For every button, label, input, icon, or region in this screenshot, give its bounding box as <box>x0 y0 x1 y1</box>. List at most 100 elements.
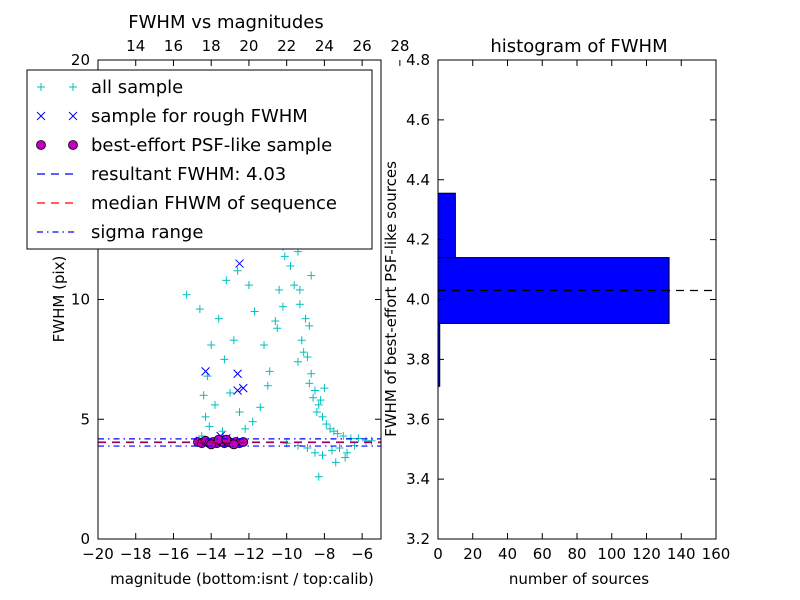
x-tick-label: −8 <box>313 545 335 563</box>
data-point <box>339 432 348 441</box>
data-point <box>220 355 229 364</box>
data-point <box>233 266 242 275</box>
data-point <box>241 424 250 433</box>
legend-marker <box>68 111 78 121</box>
legend-items: all sample sample for rough FWHM best-effo… <box>36 77 337 243</box>
histogram-x-axis-label: number of sources <box>509 570 649 588</box>
data-point <box>206 439 217 450</box>
y-tick-label: 4.8 <box>406 51 430 69</box>
legend-label: median FHWM of sequence <box>91 193 337 214</box>
top-x-tick-label: 16 <box>164 37 183 55</box>
histogram-bars-layer <box>437 192 670 387</box>
y-tick-label: 3.6 <box>406 410 430 428</box>
data-point <box>310 386 319 395</box>
legend-label: best-effort PSF-like sample <box>91 135 332 156</box>
top-x-tick-label: 22 <box>277 37 296 55</box>
data-point <box>275 285 284 294</box>
legend-entry: sigma range <box>37 222 203 243</box>
top-x-tick-label: 26 <box>353 37 372 55</box>
data-point <box>299 348 308 357</box>
histogram-bar <box>437 192 456 259</box>
y-tick-label: 3.4 <box>406 470 430 488</box>
data-point <box>314 472 323 481</box>
data-point <box>280 252 289 261</box>
x-tick-label: 160 <box>702 545 731 563</box>
x-tick-label: 120 <box>632 545 661 563</box>
scatter-bottom-ticks: −20 −18 −16 −14 −12 −10 −8 −6 <box>82 533 373 563</box>
histogram-panel: 0 20 40 60 80 100 120 140 160 3.2 3.4 3.6 3.8 4.0 4.2… <box>382 36 730 588</box>
y-tick-label: 10 <box>71 291 90 309</box>
data-point <box>244 281 253 290</box>
data-point <box>309 393 318 402</box>
scatter-x-axis-label: magnitude (bottom:isnt / top:calib) <box>110 570 374 588</box>
x-tick-label: 100 <box>597 545 626 563</box>
data-point <box>222 276 231 285</box>
data-point <box>343 448 352 457</box>
data-point <box>318 451 327 460</box>
data-point <box>320 384 329 393</box>
data-point <box>265 367 274 376</box>
data-point <box>307 271 316 280</box>
legend-box <box>26 69 373 250</box>
data-point <box>301 314 310 323</box>
data-point <box>250 307 259 316</box>
data-point <box>290 281 299 290</box>
legend-marker <box>36 111 46 121</box>
scatter-hlines-layer <box>98 438 381 447</box>
data-point <box>233 386 242 395</box>
histogram-x-ticks: 0 20 40 60 80 100 120 140 160 <box>433 60 730 563</box>
data-point <box>210 400 219 409</box>
legend-entry: sample for rough FWHM <box>36 106 308 127</box>
data-point <box>322 420 331 429</box>
legend-marker <box>36 140 46 150</box>
top-x-tick-label: 20 <box>239 37 258 55</box>
data-point <box>303 443 312 452</box>
data-point <box>354 434 363 443</box>
data-point <box>293 357 302 366</box>
scatter-y-ticks: 0 5 10 <box>71 291 381 548</box>
y-tick-label: 3.2 <box>406 530 430 548</box>
data-point <box>201 412 210 421</box>
data-point <box>314 400 323 409</box>
data-point <box>305 379 314 388</box>
x-tick-label: 60 <box>533 545 552 563</box>
scatter-y-top-tick-label: 20 <box>71 51 90 69</box>
legend-label: sample for rough FWHM <box>91 106 308 127</box>
data-point <box>367 436 376 445</box>
data-point <box>341 453 350 462</box>
scatter-top-ticks: 14 16 18 20 22 24 26 28 <box>126 37 409 66</box>
data-point <box>312 408 321 417</box>
x-tick-label: −16 <box>158 545 190 563</box>
y-tick-label: 0 <box>80 530 90 548</box>
data-point <box>235 259 244 268</box>
y-tick-label: 4.6 <box>406 111 430 129</box>
legend-label: resultant FWHM: 4.03 <box>91 164 286 185</box>
histogram-y-ticks: 3.2 3.4 3.6 3.8 4.0 4.2 4.4 4.6 4.8 <box>406 51 716 548</box>
data-point <box>238 383 248 393</box>
top-x-tick-label: 14 <box>126 37 145 55</box>
legend-entry: all sample <box>37 77 183 98</box>
y-tick-label: 4.2 <box>406 231 430 249</box>
x-tick-label: 0 <box>433 545 443 563</box>
y-tick-label: 4.4 <box>406 171 430 189</box>
data-point <box>201 366 210 376</box>
data-point <box>233 369 242 379</box>
x-tick-label: −18 <box>120 545 152 563</box>
data-point <box>207 341 216 350</box>
data-point <box>273 324 282 333</box>
data-point <box>307 369 316 378</box>
y-tick-label: 4.0 <box>406 291 430 309</box>
legend-marker <box>68 140 78 150</box>
x-tick-label: 80 <box>567 545 586 563</box>
data-point <box>199 391 208 400</box>
data-point <box>333 429 342 438</box>
x-tick-label: 140 <box>667 545 696 563</box>
data-point <box>295 300 304 309</box>
x-tick-label: 40 <box>498 545 517 563</box>
x-tick-label: −20 <box>82 545 114 563</box>
data-point <box>271 317 280 326</box>
legend-marker <box>37 83 45 91</box>
data-point <box>205 422 214 431</box>
legend-entry: best-effort PSF-like sample <box>36 135 332 156</box>
